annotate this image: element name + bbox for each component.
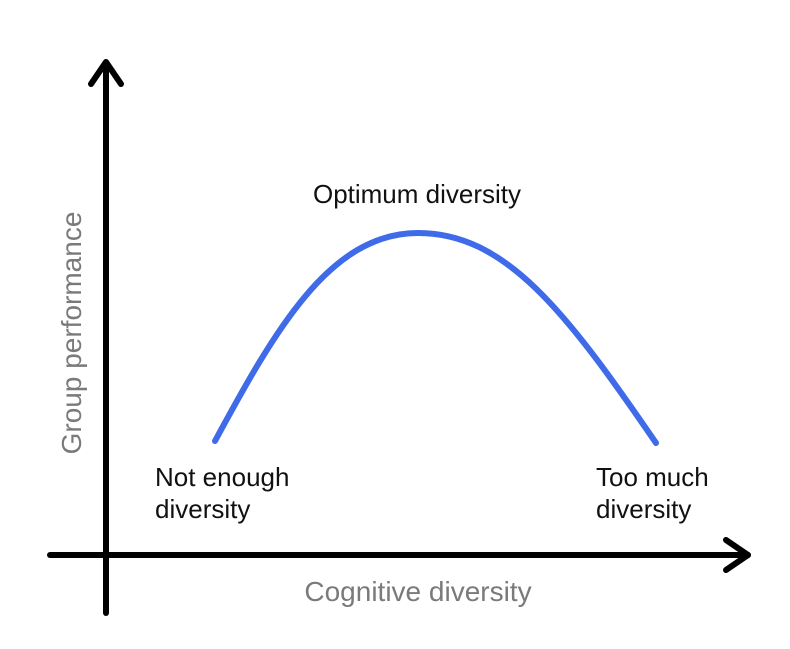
x-axis-label: Cognitive diversity (304, 576, 531, 607)
left-label-line-2: diversity (155, 494, 250, 524)
right-label-line-1: Too much (596, 462, 709, 492)
y-axis-label: Group performance (56, 212, 87, 455)
peak-label: Optimum diversity (313, 179, 521, 209)
right-label: Too much diversity (596, 462, 716, 524)
performance-curve (212, 229, 659, 446)
left-label: Not enough diversity (155, 462, 297, 524)
right-label-line-2: diversity (596, 494, 691, 524)
x-axis-arrowhead (723, 537, 751, 573)
left-label-line-1: Not enough (155, 462, 289, 492)
y-axis-arrowhead (88, 59, 124, 87)
